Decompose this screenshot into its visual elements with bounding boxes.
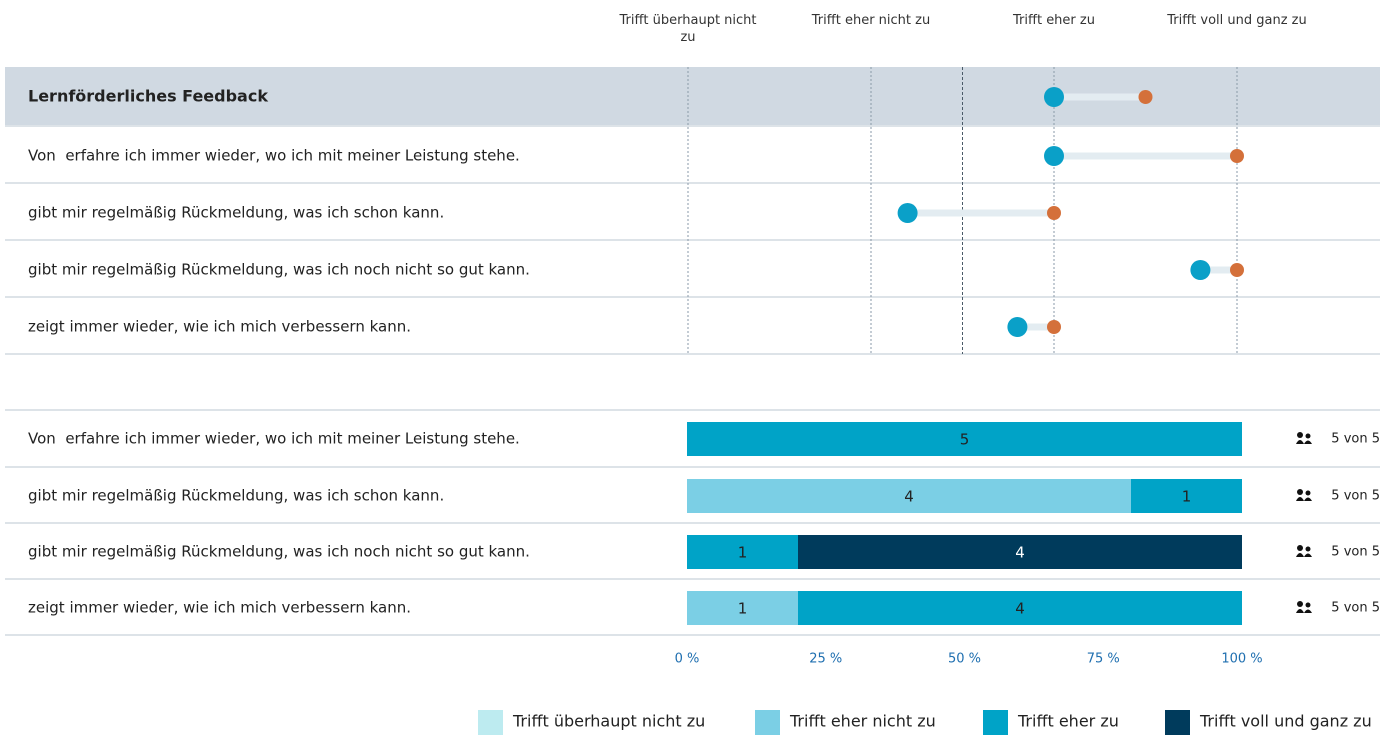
legend-swatch	[983, 710, 1008, 735]
dot	[1190, 260, 1211, 280]
legend-swatch	[478, 710, 503, 735]
column-header-label: Trifft eher zu	[1013, 13, 1095, 28]
bar-label: 1	[738, 544, 748, 562]
bar-label: 1	[738, 600, 748, 618]
column-header-label: Trifft eher nicht zu	[811, 13, 931, 28]
icon	[1296, 553, 1312, 557]
bar-label: 4	[1015, 600, 1025, 618]
dot	[1044, 146, 1064, 166]
icon	[1305, 433, 1311, 439]
icon	[1305, 602, 1311, 608]
row-label: Von erfahre ich immer wieder, wo ich mit…	[28, 430, 520, 448]
legend-label: Trifft eher nicht zu	[789, 712, 936, 731]
icon	[1296, 497, 1312, 501]
legend-swatch	[755, 710, 780, 735]
bar-segment	[687, 422, 1242, 456]
dot	[1007, 317, 1028, 337]
icon	[1296, 440, 1312, 444]
row-label: Von erfahre ich immer wieder, wo ich mit…	[28, 147, 520, 165]
row-label: zeigt immer wieder, wie ich mich verbess…	[28, 599, 411, 617]
n-label: 5 von 5	[1331, 489, 1380, 504]
legend-label: Trifft eher zu	[1017, 712, 1119, 731]
bar-segment	[687, 535, 798, 569]
column-header-label: Trifft überhaupt nicht zu	[619, 13, 757, 45]
bar-label: 4	[1015, 544, 1025, 562]
dot	[1230, 263, 1244, 277]
icon	[1297, 489, 1303, 495]
icon	[1297, 601, 1303, 607]
icon	[1297, 545, 1303, 551]
bar-label: 4	[904, 488, 914, 506]
row-label: zeigt immer wieder, wie ich mich verbess…	[28, 318, 411, 336]
row-label: gibt mir regelmäßig Rückmeldung, was ich…	[28, 543, 530, 561]
x-tick-label: 100 %	[1221, 652, 1262, 667]
bar-label: 1	[1182, 488, 1192, 506]
bar-segment	[1131, 479, 1242, 513]
icon	[1297, 432, 1303, 438]
dot	[1044, 87, 1064, 107]
n-label: 5 von 5	[1331, 601, 1380, 616]
dot	[1230, 149, 1244, 163]
bar-segment	[798, 535, 1242, 569]
x-tick-label: 50 %	[948, 652, 981, 667]
x-tick-label: 75 %	[1087, 652, 1120, 667]
column-header: Trifft eher zu	[1013, 13, 1095, 28]
n-label: 5 von 5	[1331, 545, 1380, 560]
dot	[1047, 206, 1061, 220]
bar-segment	[798, 591, 1242, 625]
bar-segment	[687, 591, 798, 625]
bar-segment	[687, 479, 1131, 513]
x-tick-label: 0 %	[675, 652, 700, 667]
legend-label: Trifft überhaupt nicht zu	[512, 712, 705, 731]
bar-label: 5	[960, 431, 970, 449]
column-header: Trifft voll und ganz zu	[1167, 13, 1307, 28]
dot	[1138, 90, 1153, 104]
legend-swatch	[1165, 710, 1190, 735]
column-header: Trifft überhaupt nicht zu	[619, 13, 757, 45]
row-label: gibt mir regelmäßig Rückmeldung, was ich…	[28, 487, 444, 505]
n-label: 5 von 5	[1331, 432, 1380, 447]
icon	[1305, 546, 1311, 552]
column-header-label: Trifft voll und ganz zu	[1167, 13, 1307, 28]
icon	[1296, 609, 1312, 613]
legend-label: Trifft voll und ganz zu	[1199, 712, 1372, 731]
icon	[1305, 490, 1311, 496]
row-label: gibt mir regelmäßig Rückmeldung, was ich…	[28, 204, 444, 222]
row-label: gibt mir regelmäßig Rückmeldung, was ich…	[28, 261, 530, 279]
x-tick-label: 25 %	[809, 652, 842, 667]
group-label: Lernförderliches Feedback	[28, 87, 268, 106]
dot	[1047, 320, 1061, 334]
column-header: Trifft eher nicht zu	[811, 13, 931, 28]
dot	[897, 203, 918, 223]
